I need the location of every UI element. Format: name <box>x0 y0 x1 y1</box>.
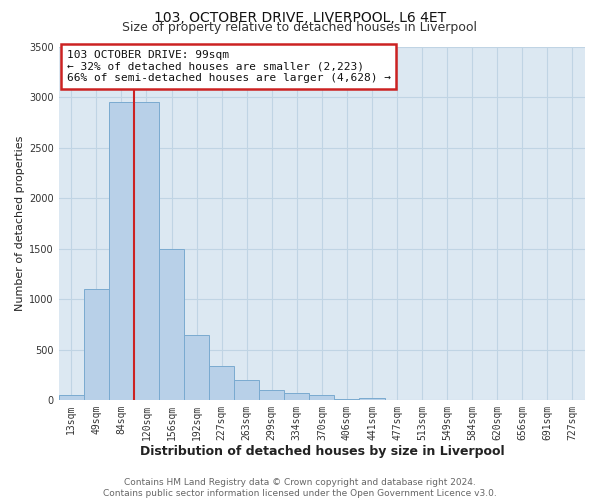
Bar <box>310 395 334 400</box>
Bar <box>209 366 234 400</box>
Y-axis label: Number of detached properties: Number of detached properties <box>15 136 25 311</box>
Text: 103 OCTOBER DRIVE: 99sqm
← 32% of detached houses are smaller (2,223)
66% of sem: 103 OCTOBER DRIVE: 99sqm ← 32% of detach… <box>67 50 391 83</box>
Bar <box>284 392 310 400</box>
Bar <box>84 289 109 400</box>
X-axis label: Distribution of detached houses by size in Liverpool: Distribution of detached houses by size … <box>140 444 504 458</box>
Bar <box>234 380 259 400</box>
Text: Size of property relative to detached houses in Liverpool: Size of property relative to detached ho… <box>122 22 478 35</box>
Bar <box>359 398 385 400</box>
Bar <box>184 334 209 400</box>
Bar <box>159 248 184 400</box>
Bar <box>59 395 84 400</box>
Bar <box>334 398 359 400</box>
Bar <box>134 102 159 400</box>
Text: 103, OCTOBER DRIVE, LIVERPOOL, L6 4ET: 103, OCTOBER DRIVE, LIVERPOOL, L6 4ET <box>154 11 446 25</box>
Text: Contains HM Land Registry data © Crown copyright and database right 2024.
Contai: Contains HM Land Registry data © Crown c… <box>103 478 497 498</box>
Bar <box>109 102 134 400</box>
Bar <box>259 390 284 400</box>
